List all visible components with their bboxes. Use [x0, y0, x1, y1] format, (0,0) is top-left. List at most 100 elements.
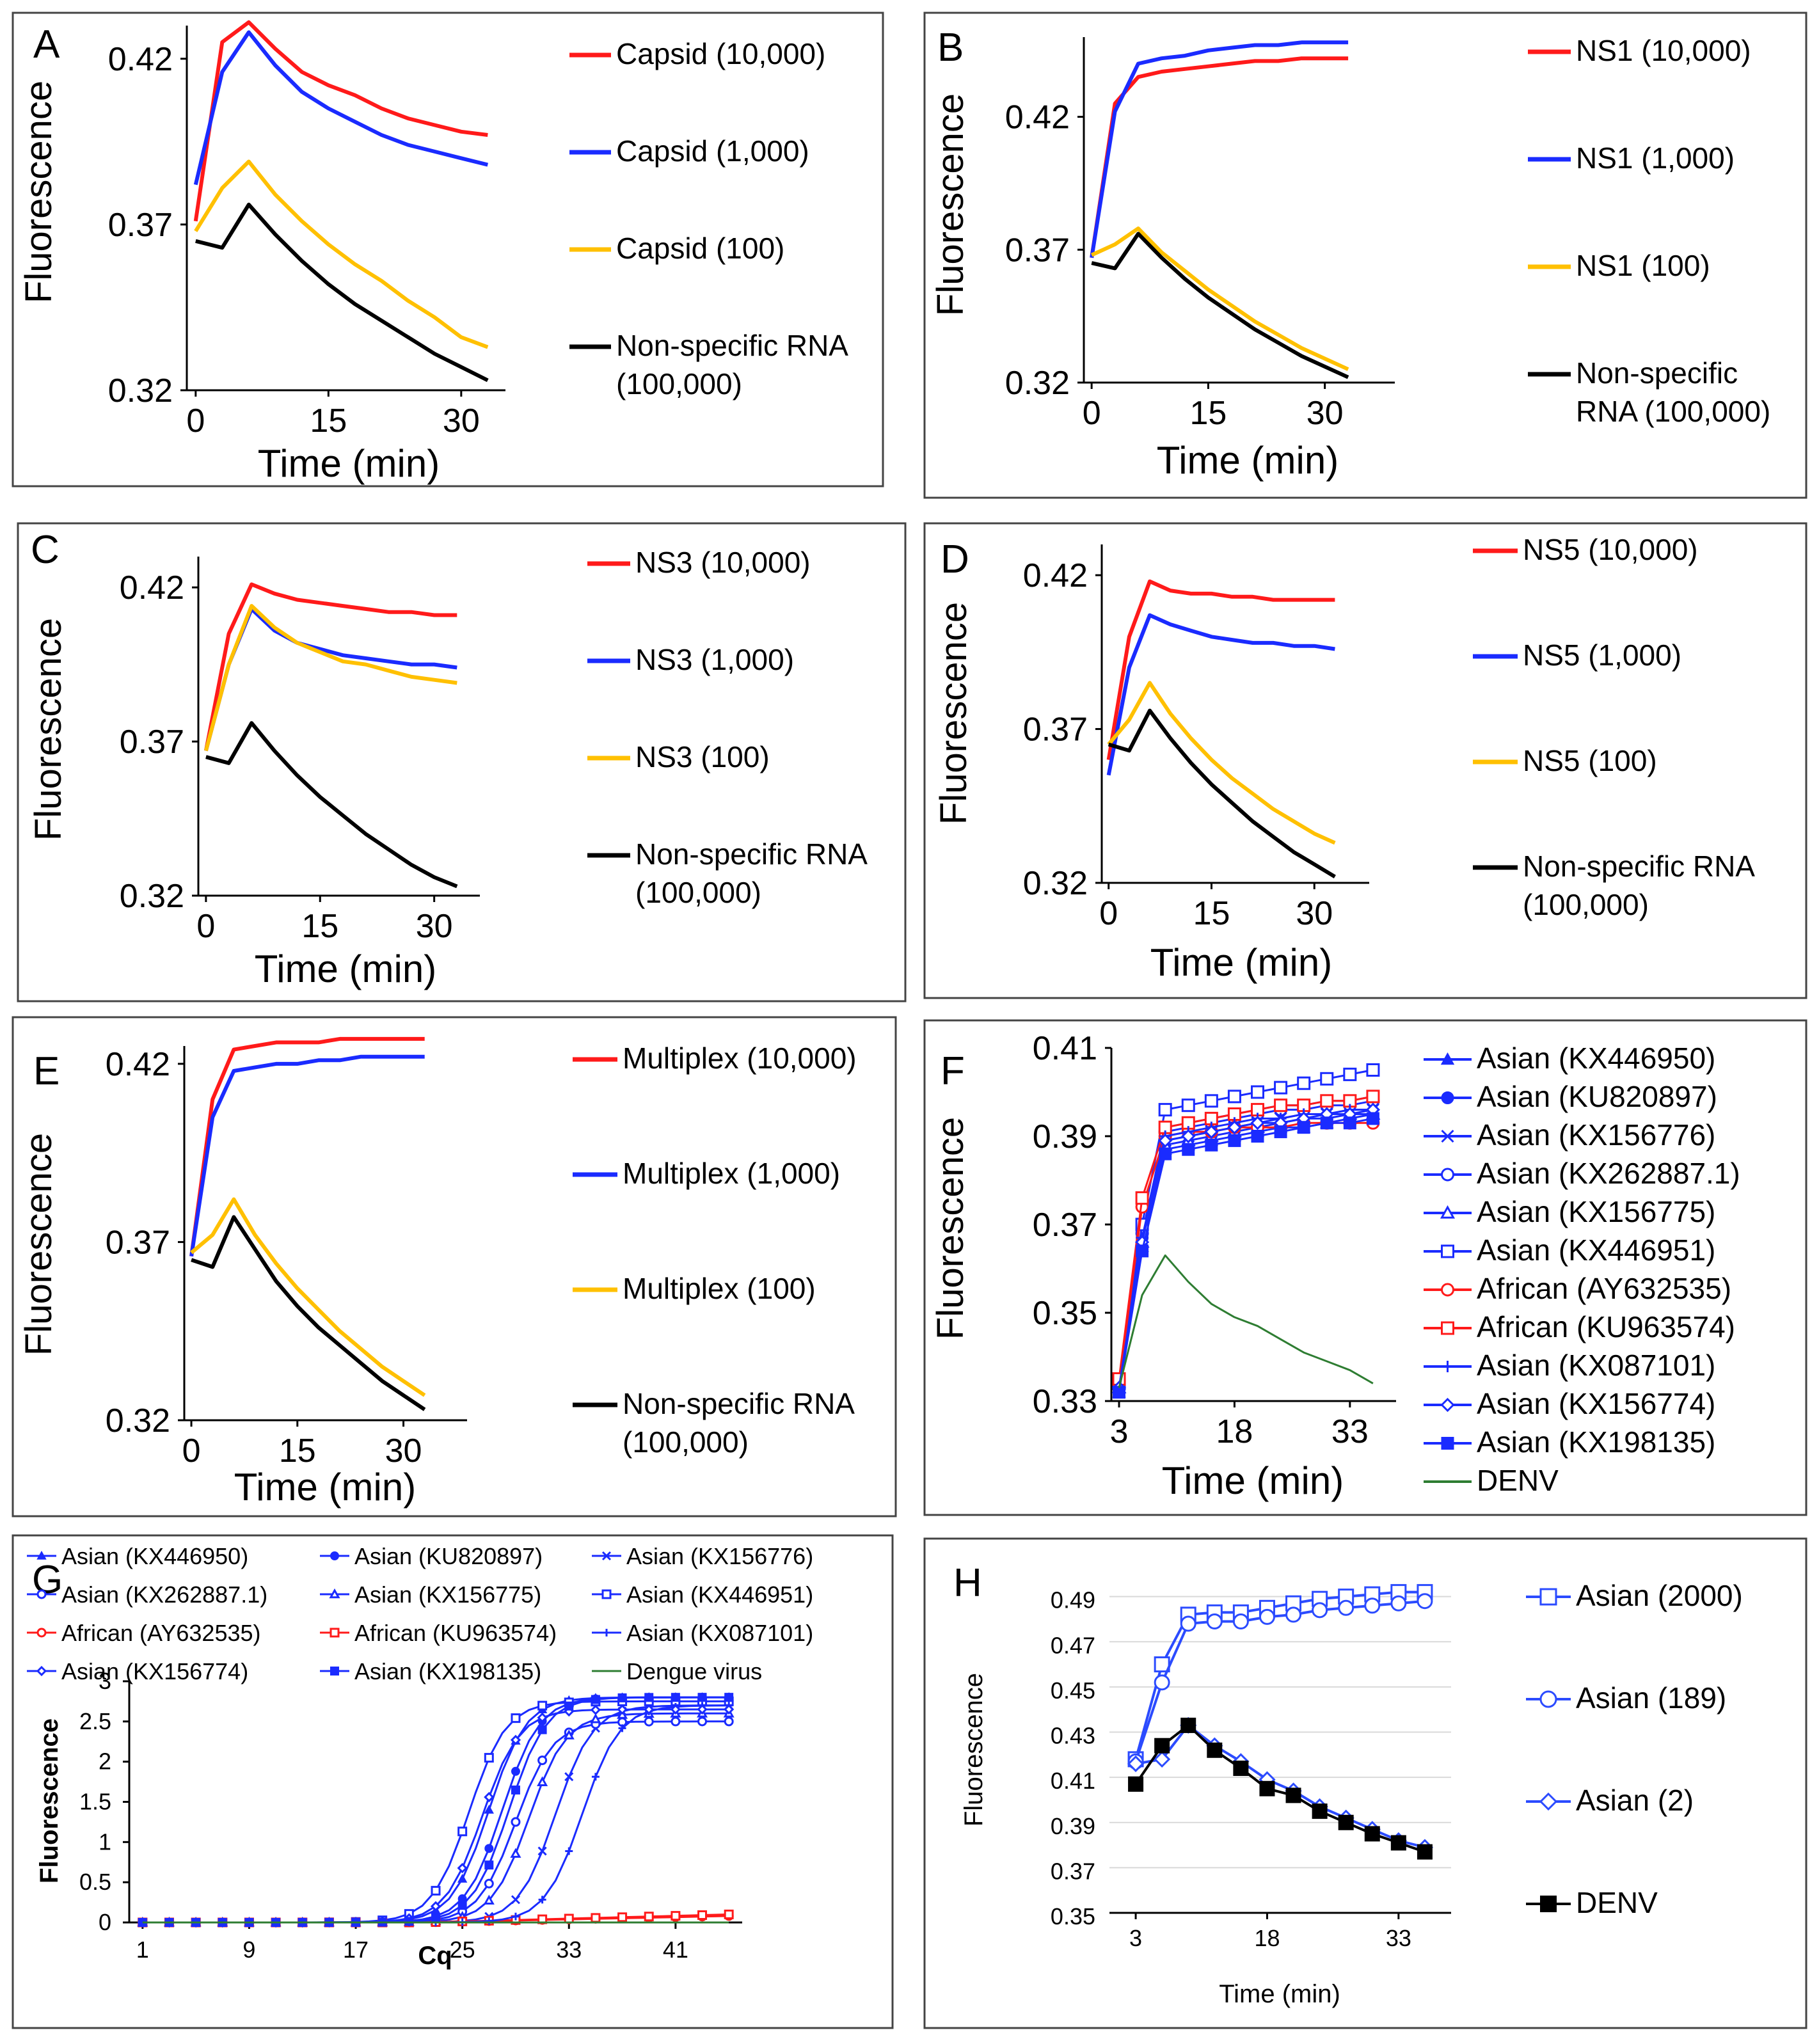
panel-letter: A — [33, 22, 60, 67]
legend-marker — [1441, 1437, 1454, 1450]
data-point — [697, 1704, 708, 1715]
panel-letter: F — [941, 1049, 965, 1093]
legend-label: Non-specific RNA — [616, 329, 848, 362]
data-point — [1113, 1386, 1126, 1399]
legend-label: Multiplex (10,000) — [623, 1042, 857, 1075]
panel-letter: G — [32, 1558, 63, 1602]
y-tick-label: 0.35 — [1051, 1903, 1095, 1929]
x-tick-label: 33 — [1386, 1925, 1411, 1951]
legend-label: Asian (KX156774) — [61, 1658, 248, 1684]
data-point — [1297, 1121, 1310, 1134]
series-line-2 — [1107, 681, 1336, 845]
y-tick-label: 0.39 — [1051, 1813, 1095, 1839]
y-tick-label: 0.32 — [1005, 365, 1070, 402]
legend-marker — [36, 1550, 47, 1560]
legend-label: Non-specific RNA — [623, 1387, 855, 1420]
series-line-1 — [1106, 613, 1335, 776]
data-point — [564, 1772, 574, 1782]
legend-marker — [1442, 1361, 1454, 1372]
data-point — [697, 1910, 708, 1921]
y-tick-label: 1 — [99, 1828, 111, 1855]
legend-marker — [1441, 1091, 1454, 1104]
data-point — [1366, 1089, 1380, 1104]
x-axis-title: Cq — [418, 1942, 452, 1970]
data-point — [564, 1701, 574, 1711]
data-point — [1285, 1787, 1301, 1803]
x-axis-title: Time (min) — [234, 1466, 416, 1509]
legend-label: (100,000) — [623, 1425, 749, 1459]
data-point — [724, 1909, 734, 1919]
data-point — [1206, 1613, 1223, 1629]
data-point — [457, 1901, 467, 1910]
legend-marker — [603, 1629, 610, 1636]
legend-marker — [1539, 1792, 1558, 1811]
data-point — [1232, 1613, 1249, 1629]
data-point — [1154, 1674, 1170, 1691]
panel-g: G32.521.510.501 9 17 25 33 41CqFluorescenceAs… — [12, 1534, 894, 2029]
data-point — [1251, 1085, 1265, 1099]
y-tick-label: 0.42 — [106, 1046, 170, 1083]
y-tick-label: 0.42 — [120, 569, 184, 606]
legend-label: Asian (KX446951) — [626, 1581, 813, 1608]
data-point — [1228, 1134, 1241, 1147]
data-point — [1227, 1089, 1241, 1104]
legend-label: NS3 (1,000) — [635, 643, 794, 676]
data-point — [1338, 1814, 1354, 1830]
data-point — [1274, 1081, 1288, 1095]
x-tick-label: 30 — [385, 1432, 422, 1470]
y-tick-label: 0.37 — [108, 207, 173, 244]
x-tick-label: 18 — [1254, 1925, 1280, 1951]
data-point — [1320, 1072, 1334, 1086]
series-line-11 — [1118, 1254, 1374, 1388]
data-point — [457, 1873, 468, 1883]
data-point — [1390, 1835, 1406, 1851]
data-point — [1285, 1606, 1302, 1623]
data-point — [591, 1695, 600, 1704]
x-tick-label: 3 — [1110, 1413, 1129, 1450]
legend-marker — [36, 1665, 47, 1677]
data-point — [1182, 1143, 1195, 1156]
data-point — [1154, 1750, 1171, 1768]
data-point — [538, 1896, 546, 1904]
legend-marker — [36, 1589, 47, 1599]
data-point — [537, 1700, 548, 1711]
legend-label: Dengue virus — [626, 1658, 762, 1684]
x-tick-label: 33 — [556, 1937, 582, 1963]
y-tick-label: 0 — [99, 1909, 111, 1935]
data-point — [1366, 1112, 1379, 1125]
x-tick-label: 9 — [242, 1937, 255, 1963]
data-point — [484, 1753, 494, 1763]
legend-marker — [1440, 1205, 1456, 1219]
y-tick-label: 0.37 — [120, 724, 184, 761]
data-point — [671, 1693, 680, 1702]
data-point — [430, 1901, 441, 1912]
y-tick-label: 0.42 — [108, 41, 173, 78]
data-point — [671, 1716, 681, 1727]
panel-letter: H — [953, 1561, 982, 1605]
x-tick-label: 1 — [136, 1937, 149, 1963]
legend-label: NS5 (1,000) — [1523, 638, 1681, 672]
x-tick-label: 18 — [1216, 1413, 1253, 1450]
data-point — [1207, 1742, 1223, 1758]
legend-label: Asian (KU820897) — [1477, 1080, 1717, 1113]
x-axis-title: Time (min) — [1157, 439, 1338, 482]
legend-label: Asian (2000) — [1576, 1579, 1743, 1612]
y-axis-title: Fluorescence — [18, 81, 60, 303]
y-tick-label: 0.32 — [106, 1402, 170, 1439]
legend-label: Asian (KX198135) — [1477, 1425, 1715, 1459]
series-line-3 — [195, 202, 489, 383]
y-tick-label: 0.39 — [1033, 1118, 1097, 1155]
legend-label: Capsid (1,000) — [616, 134, 809, 168]
x-tick-label: 15 — [1189, 395, 1227, 432]
data-point — [457, 1862, 468, 1874]
x-tick-label: 0 — [1099, 895, 1118, 932]
series-line-2 — [190, 1197, 426, 1397]
y-axis-title: Fluorescence — [18, 1133, 60, 1356]
legend-label: Asian (KX262887.1) — [61, 1581, 267, 1608]
legend-label: Asian (KX156775) — [354, 1581, 541, 1608]
data-point — [483, 1894, 495, 1905]
data-point — [617, 1693, 627, 1702]
